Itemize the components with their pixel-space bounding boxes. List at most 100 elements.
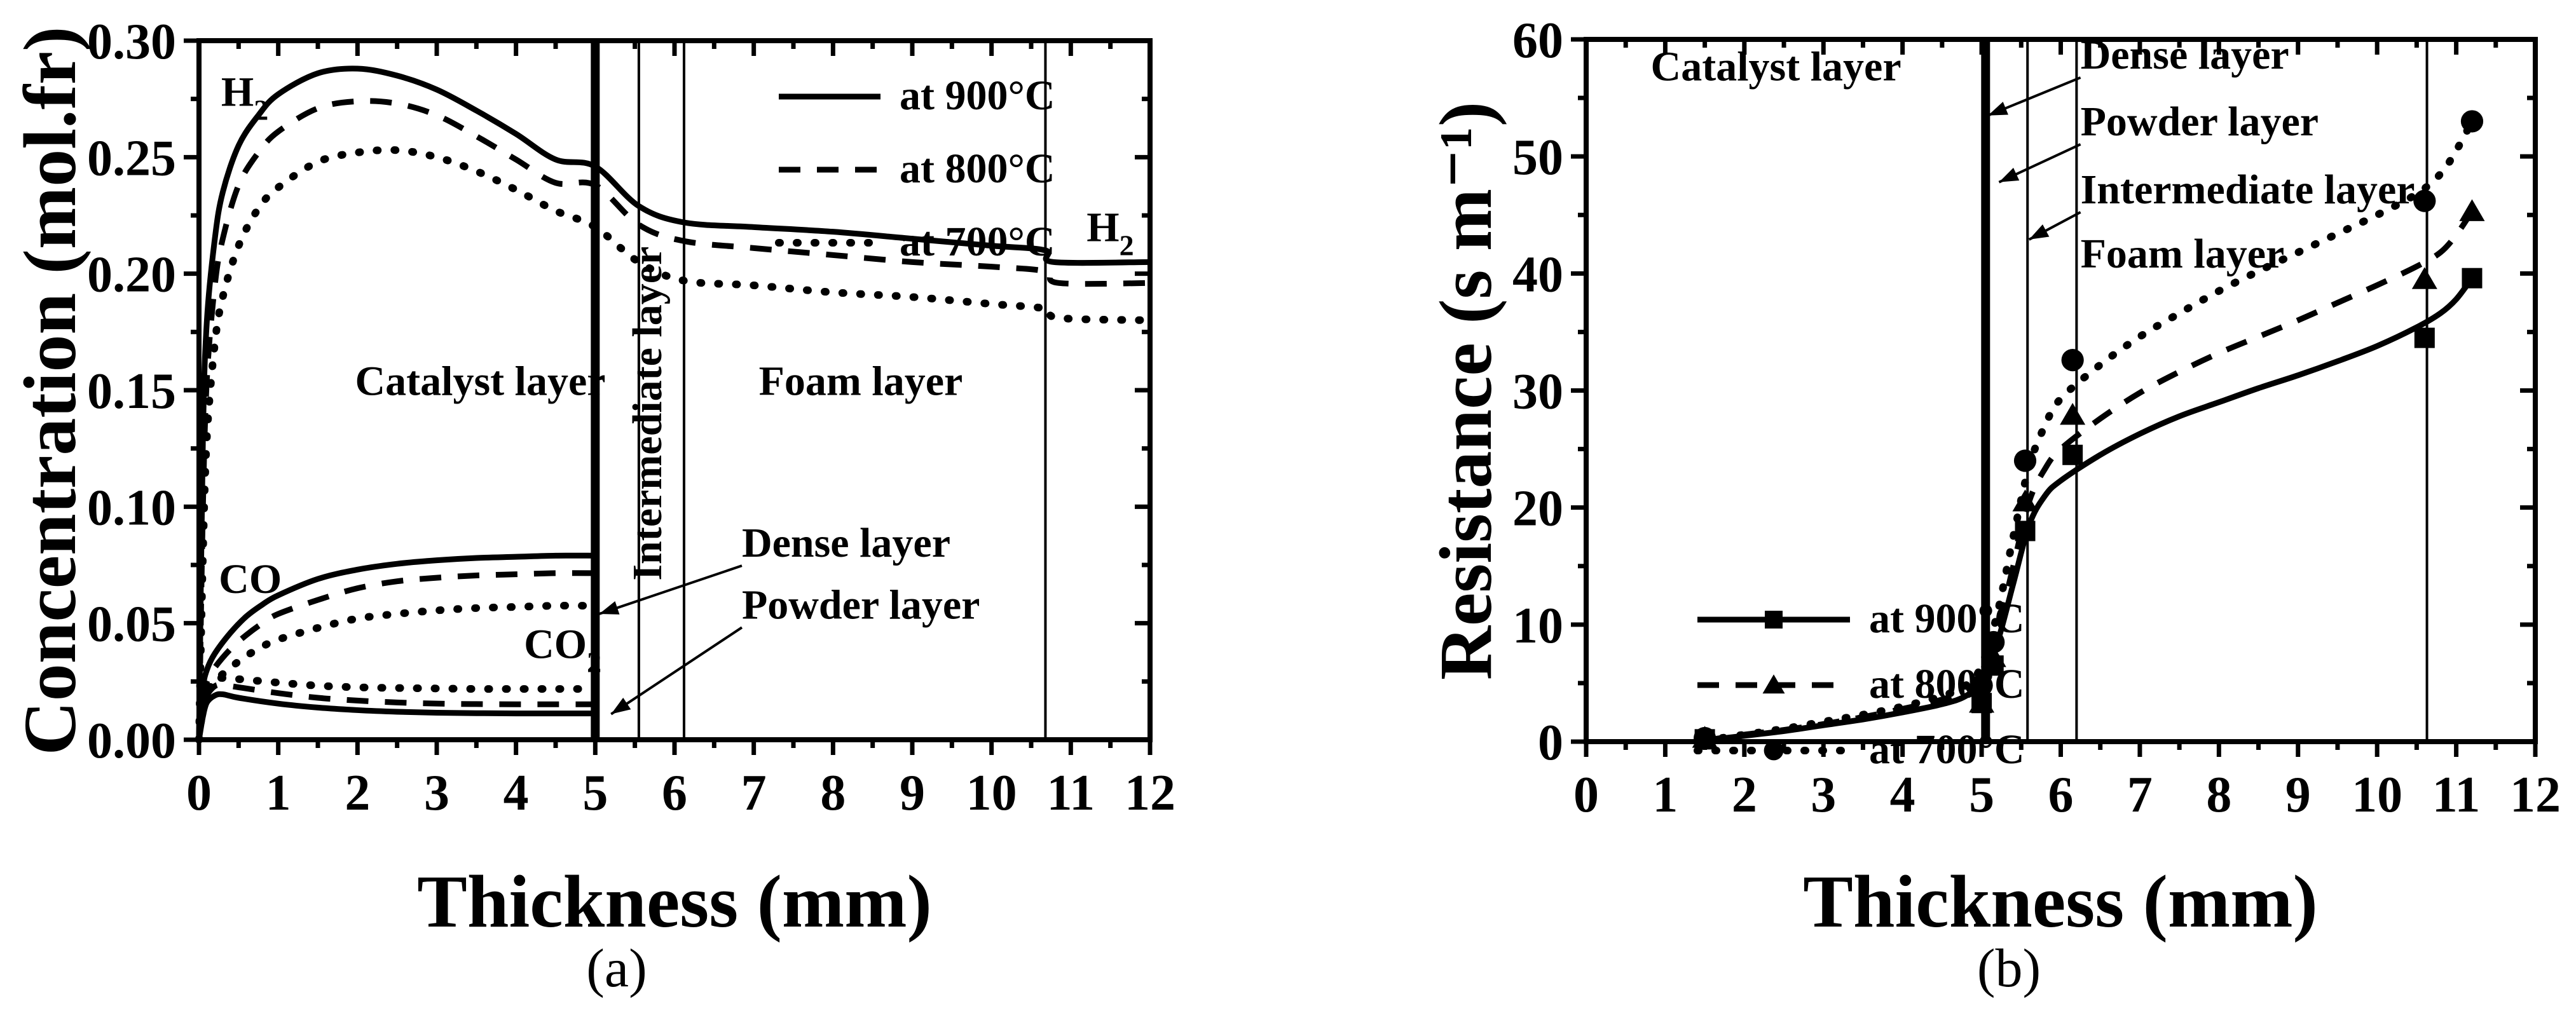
y-axis-label: Resistance (s m⁻¹) (1424, 102, 1507, 680)
x-tick-label: 2 (1732, 767, 1757, 823)
axis-ticks (1571, 37, 2538, 757)
region-label: Foam layer (759, 358, 963, 404)
x-tick-label: 0 (1573, 767, 1599, 823)
panel-a-concentration-chart: 0 1 2 3 4 5 6 7 8 9 10 11 120.000.050.100.150.200.25… (8, 14, 1175, 998)
x-tick-label: 7 (2127, 767, 2153, 823)
legend: at 900°C at 800°C at 700°C (775, 72, 1055, 265)
legend: at 900°C at 800°C at 700°C (1694, 595, 2025, 773)
legend-item: at 800°C (1697, 661, 2025, 707)
y-tick-label: 20 (1512, 481, 1563, 537)
arrow-head-icon (2029, 224, 2050, 240)
layer-boundaries (591, 41, 1047, 740)
triangle-marker (1762, 674, 1785, 694)
triangle-marker (2012, 489, 2038, 512)
resistance-curves (1692, 110, 2485, 750)
x-tick-label: 3 (424, 765, 449, 821)
legend-item: at 700°C (1694, 726, 2025, 773)
tick-labels: 0 1 2 3 4 5 6 7 8 9 10 11 120.000.050.100.150.200.25… (87, 14, 1175, 821)
y-tick-label: 40 (1512, 247, 1563, 303)
x-tick-label: 7 (741, 765, 767, 821)
triangle-marker (2060, 402, 2086, 425)
arrow-head-icon (1999, 168, 2020, 182)
panel-caption: (a) (586, 937, 647, 998)
series-curve (196, 98, 1151, 740)
y-axis-label: Concentration (mol.fr) (8, 27, 92, 756)
triangle-marker (1980, 645, 2006, 667)
concentration-curves (195, 65, 1154, 744)
legend-item: at 900°C (779, 72, 1055, 119)
x-tick-label: 10 (966, 765, 1017, 821)
y-tick-label: 10 (1512, 598, 1563, 654)
series-curve (195, 674, 599, 744)
y-tick-label: 50 (1512, 130, 1563, 186)
y-tick-label: 0.25 (87, 130, 176, 186)
y-tick-label: 0.00 (87, 713, 176, 769)
circle-marker (2013, 449, 2037, 472)
legend-label: at 900°C (900, 72, 1055, 119)
x-tick-label: 6 (2048, 767, 2074, 823)
x-tick-label: 0 (186, 765, 212, 821)
x-tick-label: 6 (662, 765, 687, 821)
y-tick-label: 0.15 (87, 364, 176, 419)
series-curve (1704, 210, 2475, 744)
circle-marker (2460, 110, 2484, 133)
legend-label: at 700°C (900, 219, 1055, 265)
pointer-arrow (598, 564, 743, 615)
pointer-arrow (610, 626, 743, 716)
y-tick-label: 30 (1512, 364, 1563, 420)
x-tick-label: 9 (900, 765, 925, 821)
square-marker (2414, 327, 2435, 348)
circle-marker (2413, 189, 2436, 212)
series-curve (196, 65, 1151, 740)
species-label: CO (219, 556, 282, 602)
x-tick-label: 8 (820, 765, 846, 821)
legend-item: at 900°C (1697, 595, 2025, 642)
x-tick-label: 9 (2285, 767, 2311, 823)
region-label: Catalyst layer (355, 358, 606, 404)
x-tick-label: 1 (1652, 767, 1678, 823)
legend-item: at 700°C (775, 219, 1055, 265)
layer-arrow-label: Powder layer (2081, 99, 2319, 145)
legend-label: at 700°C (1869, 726, 2025, 773)
x-tick-label: 2 (345, 765, 370, 821)
series-curve (196, 552, 596, 740)
y-tick-label: 60 (1512, 13, 1563, 69)
x-tick-label: 1 (266, 765, 291, 821)
y-tick-label: 0.05 (87, 597, 176, 653)
series-curve (196, 691, 596, 740)
triangle-marker (1969, 691, 1995, 713)
legend-label: at 800°C (1869, 661, 2025, 707)
arrow-head-icon (1988, 102, 2008, 116)
x-tick-label: 5 (582, 765, 608, 821)
legend-item: at 800°C (779, 146, 1055, 192)
layer-arrow-label: Dense layer (2081, 32, 2289, 78)
series-curve (1701, 117, 2476, 745)
panel-caption: (b) (1977, 937, 2041, 998)
triangle-marker (2459, 199, 2485, 221)
x-tick-label: 12 (2510, 767, 2561, 823)
triangle-marker (2411, 267, 2437, 289)
x-axis-label: Thickness (mm) (417, 860, 932, 943)
x-axis-label: Thickness (mm) (1803, 860, 2318, 943)
series-curve (195, 146, 1154, 744)
species-label: CO2 (524, 622, 601, 679)
x-tick-label: 8 (2206, 767, 2231, 823)
x-tick-label: 11 (2432, 767, 2481, 823)
x-tick-label: 12 (1125, 765, 1175, 821)
region-label: Catalyst layer (1651, 43, 1901, 90)
x-tick-label: 11 (1047, 765, 1095, 821)
square-marker (1765, 611, 1783, 629)
arrow-head-icon (611, 697, 631, 714)
y-tick-label: 0.20 (87, 247, 176, 303)
legend-label: at 800°C (900, 146, 1055, 192)
circle-marker (1970, 674, 1993, 697)
circle-marker (2061, 349, 2084, 372)
layer-boundaries (1981, 39, 2429, 742)
series-curve (196, 682, 596, 740)
annotations: Catalyst layer Dense layer Powder layer Int… (1651, 32, 2415, 277)
y-tick-label: 0.30 (87, 14, 176, 70)
x-tick-label: 10 (2352, 767, 2402, 823)
x-tick-label: 4 (504, 765, 529, 821)
